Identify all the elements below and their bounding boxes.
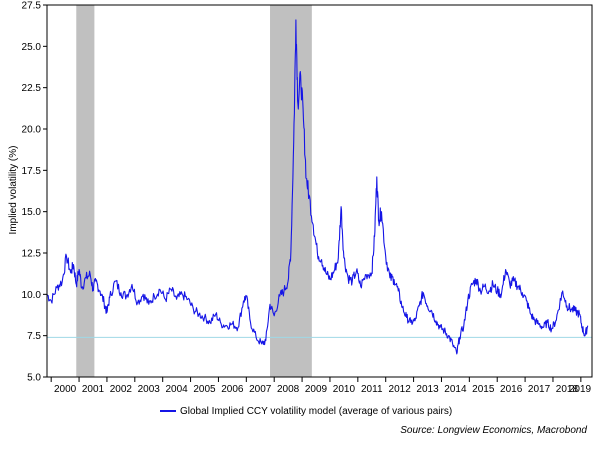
x-tick-label: 2007 [249,384,272,395]
x-tick-label: 2015 [472,384,495,395]
x-tick-label: 2012 [389,384,412,395]
x-tick-label: 2004 [166,384,189,395]
recession-bands [76,5,312,377]
series-line [46,19,589,355]
recession-band [270,5,312,377]
legend-swatch [160,410,176,412]
x-tick-label: 2011 [361,384,383,395]
x-tick-label: 2001 [82,384,105,395]
y-tick-label: 7.5 [27,331,41,342]
x-tick-label: 2005 [193,384,216,395]
x-tick-label: 2019 [569,384,592,395]
y-axis-label: Implied volatility (%) [8,146,19,235]
y-tick-label: 20.0 [22,125,42,136]
x-tick-label: 2018 [556,384,579,395]
source-note: Source: Longview Economics, Macrobond [400,425,587,436]
y-tick-label: 15.0 [22,207,42,218]
legend: Global Implied CCY volatility model (ave… [160,403,452,419]
y-tick-label: 12.5 [22,249,42,260]
x-tick-label: 2009 [305,384,328,395]
x-tick-label: 2006 [221,384,244,395]
series-group [46,19,589,355]
y-tick-label: 27.5 [22,1,42,12]
y-tick-label: 17.5 [22,166,42,177]
y-tick-label: 10.0 [22,290,42,301]
recession-band [76,5,95,377]
x-tick-label: 2014 [444,384,467,395]
y-tick-label: 22.5 [22,83,42,94]
x-tick-label: 2008 [277,384,300,395]
x-tick-label: 2003 [138,384,161,395]
x-axis: 2000 2001 2002 2003 2004 2005 2006 2007 2008 2009… [50,377,592,395]
x-tick-label: 2017 [528,384,551,395]
x-tick-label: 2000 [54,384,77,395]
legend-label: Global Implied CCY volatility model (ave… [180,405,453,417]
y-axis: 5.0 7.5 10.0 12.5 15.0 17.5 20.0 22.5 25.0 27.5 [22,1,47,384]
y-tick-label: 5.0 [27,373,41,384]
x-tick-label: 2010 [333,384,356,395]
x-tick-label: 2013 [416,384,439,395]
x-tick-label: 2002 [110,384,133,395]
plot-frame [46,4,593,378]
x-tick-label: 2016 [500,384,523,395]
y-tick-label: 25.0 [22,42,42,53]
